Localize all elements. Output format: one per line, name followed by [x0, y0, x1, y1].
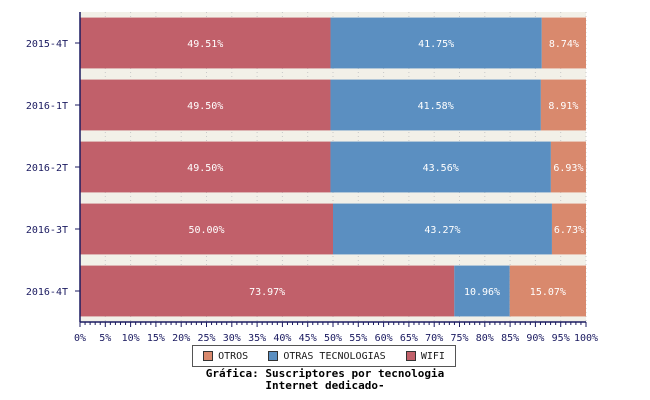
x-tick-label: 85% [501, 333, 519, 344]
data-label: 6.73% [554, 225, 584, 236]
x-tick-label: 10% [122, 333, 140, 344]
bar-segment [454, 265, 510, 317]
category-label: 2016-4T [26, 287, 68, 298]
x-tick-label: 80% [476, 333, 494, 344]
category-label: 2015-4T [26, 39, 68, 50]
x-tick-label: 50% [324, 333, 342, 344]
bar-segment [80, 17, 331, 69]
bar-segment [330, 17, 542, 69]
chart-caption: Gráfica: Suscriptores por tecnologia Int… [0, 368, 650, 392]
chart-legend: OTROS OTRAS TECNOLOGIAS WIFI [192, 345, 456, 367]
legend-swatch [405, 351, 416, 361]
x-tick-label: 25% [197, 333, 215, 344]
category-label: 2016-2T [26, 163, 68, 174]
caption-line-1: Gráfica: Suscriptores por tecnologia [205, 367, 445, 380]
data-label: 49.50% [187, 101, 223, 112]
x-tick-label: 55% [349, 333, 367, 344]
x-tick-label: 35% [248, 333, 266, 344]
x-tick-label: 40% [273, 333, 291, 344]
bar-segment [80, 79, 331, 131]
bar-segment [509, 265, 586, 317]
bar-segment [551, 203, 586, 255]
legend-label: OTROS [218, 350, 249, 362]
x-tick-label: 30% [223, 333, 241, 344]
data-label: 6.93% [553, 163, 583, 174]
x-tick-label: 5% [99, 333, 111, 344]
x-tick-label: 15% [147, 333, 165, 344]
x-tick-label: 65% [400, 333, 418, 344]
bar-segment [541, 17, 586, 69]
data-label: 41.58% [418, 101, 454, 112]
x-tick-label: 100% [574, 333, 598, 344]
category-label: 2016-1T [26, 101, 68, 112]
legend-swatch [203, 351, 214, 361]
bar-segment [80, 203, 333, 255]
legend-item: WIFI [405, 350, 445, 362]
bar-segment [540, 79, 586, 131]
caption-line-2: Internet dedicado- [265, 379, 385, 392]
x-tick-label: 70% [425, 333, 443, 344]
x-tick-label: 0% [74, 333, 86, 344]
data-label: 10.96% [464, 287, 500, 298]
category-label: 2016-3T [26, 225, 68, 236]
legend-label: OTRAS TECNOLOGIAS [283, 350, 386, 362]
bar-segment [80, 141, 331, 193]
data-label: 73.97% [249, 287, 285, 298]
data-label: 8.91% [548, 101, 578, 112]
data-label: 49.51% [187, 39, 223, 50]
data-label: 50.00% [188, 225, 224, 236]
data-label: 8.74% [549, 39, 579, 50]
legend-swatch [268, 351, 279, 361]
data-label: 49.50% [187, 163, 223, 174]
bar-segment [330, 79, 541, 131]
bar-segment [80, 265, 455, 317]
data-label: 15.07% [530, 287, 566, 298]
x-tick-label: 60% [375, 333, 393, 344]
x-tick-label: 75% [450, 333, 468, 344]
legend-item: OTRAS TECNOLOGIAS [268, 350, 386, 362]
data-label: 41.75% [418, 39, 454, 50]
bar-segment [333, 203, 552, 255]
data-label: 43.27% [424, 225, 460, 236]
x-tick-label: 45% [299, 333, 317, 344]
bar-segment [550, 141, 586, 193]
legend-item: OTROS [203, 351, 248, 362]
legend-label: WIFI [420, 350, 445, 362]
x-tick-label: 20% [172, 333, 190, 344]
x-tick-label: 90% [526, 333, 544, 344]
bar-segment [330, 141, 551, 193]
data-label: 43.56% [423, 163, 459, 174]
x-tick-label: 95% [552, 333, 570, 344]
